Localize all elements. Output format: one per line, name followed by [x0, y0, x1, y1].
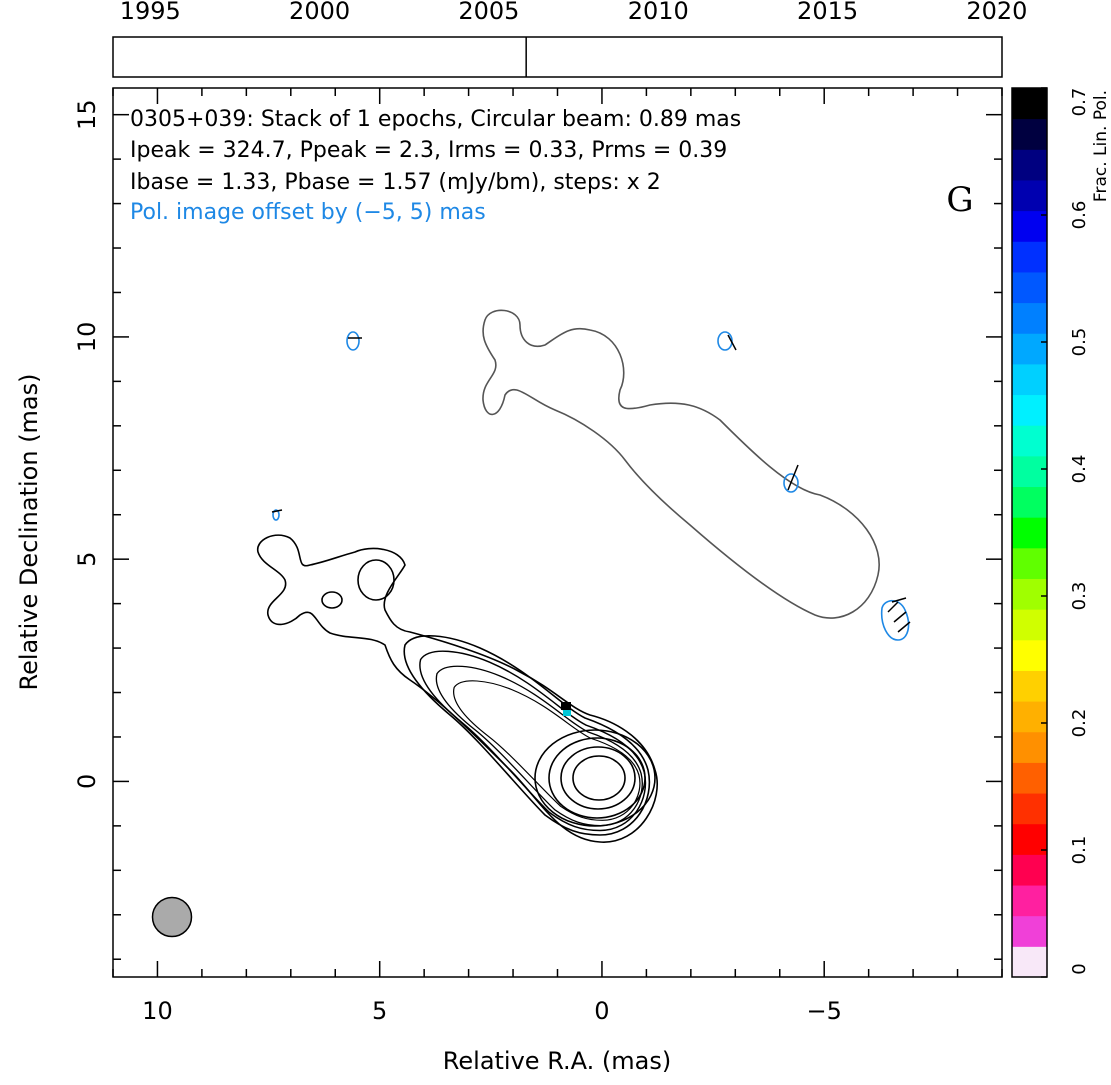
colorbar-swatch: [1012, 363, 1047, 396]
colorbar-swatch: [1012, 793, 1047, 825]
offset-note: Pol. image offset by (−5, 5) mas: [130, 200, 486, 225]
colorbar-swatch: [1012, 885, 1047, 917]
y-tick-label: 5: [73, 552, 101, 567]
colorbar-swatch: [1012, 731, 1047, 763]
y-tick-label: 10: [73, 322, 101, 353]
time-axis-box: [112, 36, 1003, 78]
total-intensity-contours: [257, 534, 658, 843]
time-tick-label: 2005: [458, 0, 519, 25]
colorbar-tick-label: 0.7: [1069, 88, 1090, 117]
y-axis-label: Relative Declination (mas): [15, 373, 43, 690]
colorbar-tick-label: 0.4: [1069, 455, 1090, 484]
colorbar-swatch: [1012, 394, 1047, 426]
title-line: 0305+039: Stack of 1 epochs, Circular be…: [130, 107, 741, 132]
time-tick-label: 2010: [628, 0, 689, 25]
colorbar-tick-label: 0.5: [1069, 328, 1090, 357]
colorbar-swatch: [1012, 271, 1047, 304]
time-tick-label: 2015: [797, 0, 858, 25]
colorbar-swatch: [1012, 517, 1047, 549]
colorbar-swatch: [1012, 547, 1047, 579]
colorbar-tick-label: 0: [1069, 963, 1090, 974]
time-tick-label: 2000: [289, 0, 350, 25]
colorbar-swatch: [1012, 302, 1047, 334]
colorbar-swatch: [1012, 915, 1047, 947]
pol-islands: [272, 331, 910, 641]
pol-pixel: [561, 702, 571, 710]
x-tick-label: 0: [594, 997, 609, 1025]
colorbar-tick-label: 0.6: [1069, 201, 1090, 230]
colorbar-label: Frac. Lin. Pol.: [1091, 90, 1111, 202]
x-tick-label: 5: [372, 997, 387, 1025]
colorbar-swatch: [1012, 762, 1047, 794]
colorbar-swatch: [1012, 179, 1047, 212]
colorbar-frame: [1011, 87, 1048, 978]
x-tick-label: −5: [807, 997, 842, 1025]
colorbar-swatch: [1012, 333, 1047, 365]
colorbar-tick-label: 0.2: [1069, 709, 1090, 738]
pol-contour: [482, 309, 880, 619]
y-tick-label: 15: [73, 99, 101, 130]
colorbar-swatch: [1012, 701, 1047, 733]
colorbar-swatch: [1012, 118, 1047, 150]
colorbar-swatch: [1012, 946, 1047, 978]
x-tick-label: 10: [142, 997, 173, 1025]
colorbar-swatch: [1012, 455, 1047, 488]
x-axis-label: Relative R.A. (mas): [443, 1047, 671, 1075]
colorbar-swatch: [1012, 609, 1047, 641]
colorbar-swatch: [1012, 241, 1047, 273]
colorbar-tick-label: 0.3: [1069, 582, 1090, 611]
pol-pixel: [563, 710, 571, 716]
title-line: Ipeak = 324.7, Ppeak = 2.3, Irms = 0.33,…: [130, 138, 727, 163]
colorbar-swatch: [1012, 88, 1047, 120]
colorbar-swatch: [1012, 854, 1047, 886]
colorbar-swatch: [1012, 486, 1047, 518]
colorbar-swatch: [1012, 670, 1047, 702]
y-tick-label: 0: [73, 774, 101, 789]
evpa-ticks: [271, 334, 911, 633]
colorbar-swatch: [1012, 425, 1047, 457]
colorbar-swatch: [1012, 210, 1047, 242]
title-line: Ibase = 1.33, Pbase = 1.57 (mJy/bm), ste…: [130, 170, 661, 195]
colorbar-swatch: [1012, 639, 1047, 671]
time-tick-label: 2020: [966, 0, 1027, 25]
colorbar-swatch: [1012, 149, 1047, 181]
colorbar-swatch: [1012, 578, 1047, 610]
colorbar-tick-label: 0.1: [1069, 836, 1090, 865]
panel-label: G: [946, 180, 973, 220]
beam: [151, 896, 193, 938]
time-tick-label: 1995: [120, 0, 181, 25]
